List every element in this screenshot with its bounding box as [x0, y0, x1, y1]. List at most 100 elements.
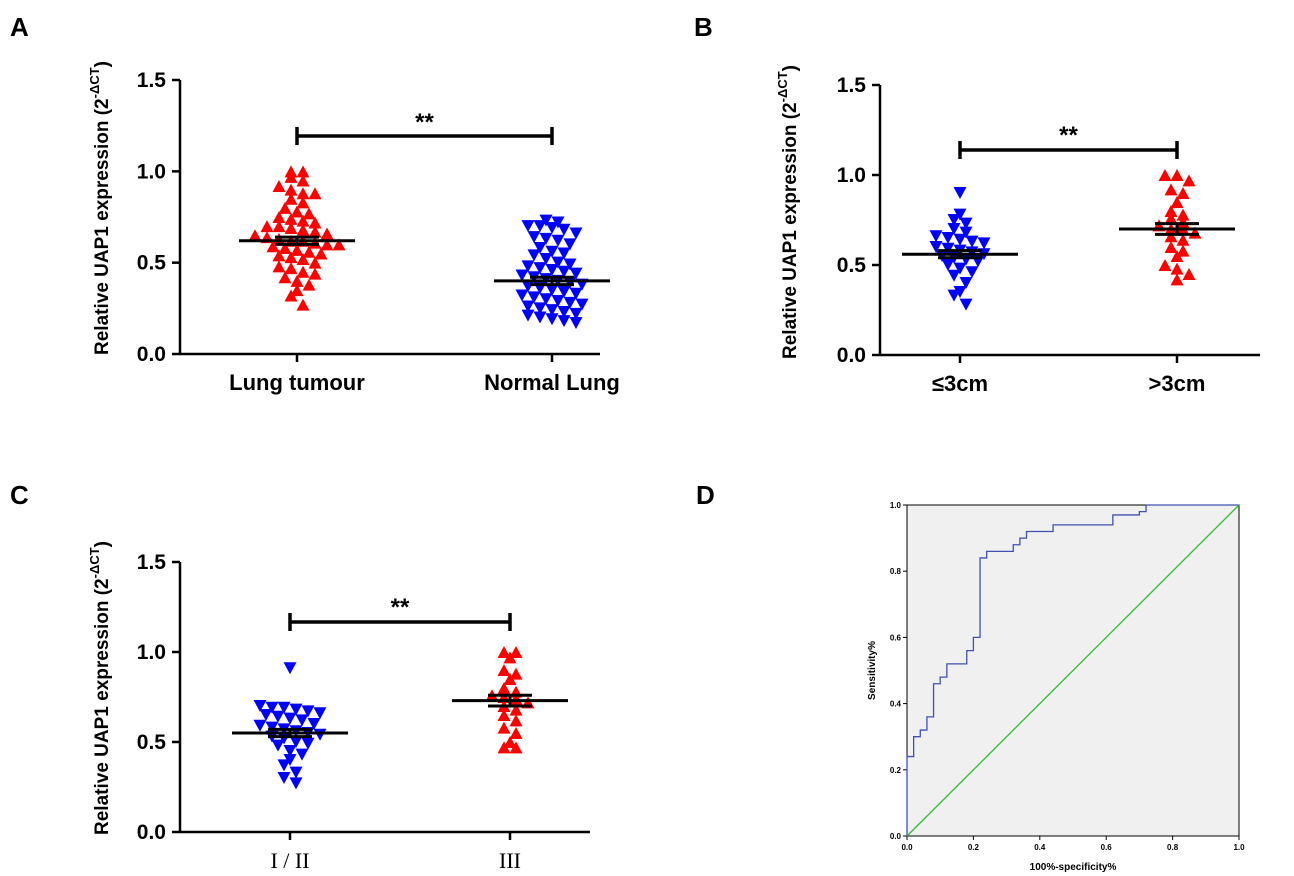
data-point	[320, 227, 334, 240]
data-point	[283, 712, 297, 725]
data-point	[959, 298, 973, 311]
data-point	[1164, 241, 1178, 253]
data-point	[284, 221, 298, 234]
data-point	[308, 216, 322, 229]
data-point	[551, 256, 565, 269]
x-tick-label: 0.6	[1101, 843, 1113, 852]
data-point	[545, 304, 559, 317]
data-point	[545, 245, 559, 258]
data-point	[284, 170, 298, 183]
data-point	[308, 267, 322, 280]
data-point	[557, 305, 571, 318]
data-point	[302, 245, 316, 258]
data-point	[290, 243, 304, 256]
data-point	[308, 187, 322, 200]
chart-panel-d: 0.0 0.2 0.4 0.6 0.8 1.0 0.0 0.2 0.4 0.6 0.8 1.0 100%…	[867, 501, 1245, 873]
data-point	[545, 284, 559, 297]
data-point	[1176, 208, 1190, 221]
y-axis-label: Relative UAP1 expression (2-ΔCT)	[775, 65, 801, 359]
y-tick-label: 0.0	[137, 821, 166, 844]
data-point	[521, 220, 535, 233]
data-point	[295, 748, 309, 761]
data-point	[278, 242, 292, 255]
data-point	[557, 285, 571, 298]
data-point	[941, 242, 955, 255]
data-point	[308, 225, 322, 238]
y-tick-label: 0.5	[837, 254, 867, 277]
y-tick-label: 1.5	[837, 74, 867, 97]
panel-label-d: D	[696, 480, 715, 510]
data-point	[569, 267, 583, 280]
data-point	[284, 183, 298, 196]
data-point	[296, 253, 310, 266]
x-tick-label: 0.4	[1034, 843, 1046, 852]
data-point	[575, 298, 589, 311]
data-point	[1182, 174, 1196, 187]
data-point	[977, 237, 991, 250]
data-point	[248, 229, 262, 242]
significance-label: **	[415, 109, 434, 136]
data-point	[302, 207, 316, 220]
data-point	[271, 739, 285, 752]
data-point	[290, 205, 304, 218]
data-point	[539, 232, 553, 245]
data-point	[289, 703, 303, 716]
data-point	[284, 212, 298, 225]
y-tick-label: 1.5	[137, 551, 167, 574]
data-point	[283, 745, 297, 757]
data-point	[290, 284, 304, 297]
data-point	[557, 265, 571, 278]
data-point	[332, 238, 346, 251]
x-tick-label: 0.8	[1167, 843, 1179, 852]
data-point	[563, 238, 577, 251]
data-point	[265, 701, 279, 714]
data-point	[557, 315, 571, 328]
data-point	[959, 277, 973, 289]
category-label: III	[499, 848, 521, 873]
data-point	[313, 707, 327, 720]
y-tick-label: 1.5	[137, 69, 167, 92]
x-tick-label: 1.0	[1233, 843, 1245, 852]
data-point	[301, 737, 315, 750]
data-point	[295, 714, 309, 727]
data-point	[503, 673, 517, 685]
data-point	[563, 258, 577, 271]
x-tick-label: 0.0	[901, 843, 913, 852]
data-point	[503, 736, 517, 748]
data-point	[941, 259, 955, 271]
data-point	[947, 289, 961, 302]
data-point	[277, 772, 291, 784]
data-point	[296, 298, 310, 311]
data-point	[272, 220, 286, 233]
data-point	[284, 262, 298, 275]
data-point	[509, 727, 523, 739]
data-point	[929, 241, 943, 253]
data-point	[521, 309, 535, 322]
data-point	[509, 667, 523, 680]
data-point	[272, 249, 286, 262]
data-point	[509, 646, 523, 658]
y-tick-label: 0.0	[890, 832, 902, 841]
data-point	[284, 251, 298, 264]
data-point	[557, 247, 571, 260]
y-tick-label: 0.5	[137, 252, 167, 275]
data-point	[545, 313, 559, 326]
data-point	[947, 269, 961, 282]
data-point	[278, 201, 292, 214]
data-point	[272, 211, 286, 223]
data-point	[1164, 230, 1178, 243]
data-point	[296, 223, 310, 236]
y-axis-label-superscript: -ΔCT	[87, 547, 102, 578]
data-point	[515, 289, 529, 302]
data-point	[1158, 169, 1172, 181]
data-point	[1170, 273, 1184, 286]
data-point	[253, 700, 267, 712]
y-tick-label: 0.0	[837, 344, 866, 367]
data-point	[289, 777, 303, 790]
y-axis-label-text: Relative UAP1 expression (2	[780, 102, 801, 359]
data-point	[533, 302, 547, 315]
category-label: >3cm	[1149, 371, 1206, 396]
data-point	[533, 220, 547, 233]
data-point	[301, 705, 315, 718]
data-point	[521, 300, 535, 313]
